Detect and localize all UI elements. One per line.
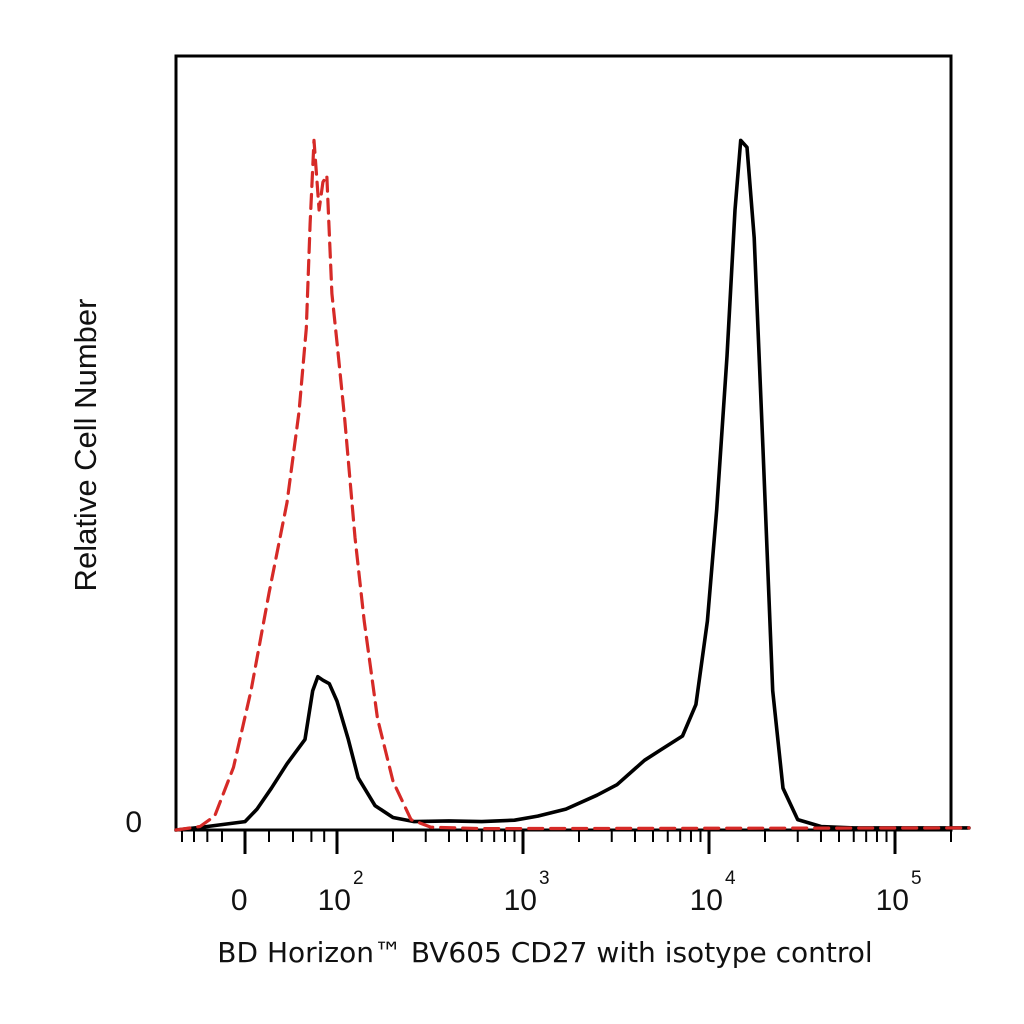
y-tick-label: 0 bbox=[125, 806, 142, 839]
x-tick-label-base: 0 bbox=[231, 884, 248, 917]
x-axis-ticks bbox=[181, 830, 952, 854]
x-tick-label-base: 10 bbox=[318, 884, 351, 917]
y-axis-title: Relative Cell Number bbox=[68, 299, 103, 592]
series-layer bbox=[174, 138, 971, 832]
isotype-control-series-line bbox=[174, 138, 971, 832]
x-tick-label: 104 bbox=[690, 868, 736, 917]
x-tick-label-exponent: 4 bbox=[725, 868, 736, 889]
x-tick-label: 105 bbox=[876, 868, 922, 917]
x-tick-label: 102 bbox=[318, 868, 364, 917]
cd27-stained-series-line bbox=[174, 138, 971, 832]
x-tick-label-base: 10 bbox=[876, 884, 909, 917]
x-tick-label-base: 10 bbox=[690, 884, 723, 917]
x-tick-label-base: 10 bbox=[504, 884, 537, 917]
plot-area-frame bbox=[174, 54, 953, 832]
x-tick-label-exponent: 2 bbox=[353, 868, 364, 889]
x-tick-label-exponent: 5 bbox=[911, 868, 922, 889]
y-axis-tick-labels: 0 bbox=[125, 806, 142, 839]
x-tick-label: 0 bbox=[231, 884, 248, 917]
x-tick-label-exponent: 3 bbox=[539, 868, 550, 889]
x-tick-label: 103 bbox=[504, 868, 550, 917]
x-axis-title: BD Horizon™ BV605 CD27 with isotype cont… bbox=[217, 936, 872, 969]
